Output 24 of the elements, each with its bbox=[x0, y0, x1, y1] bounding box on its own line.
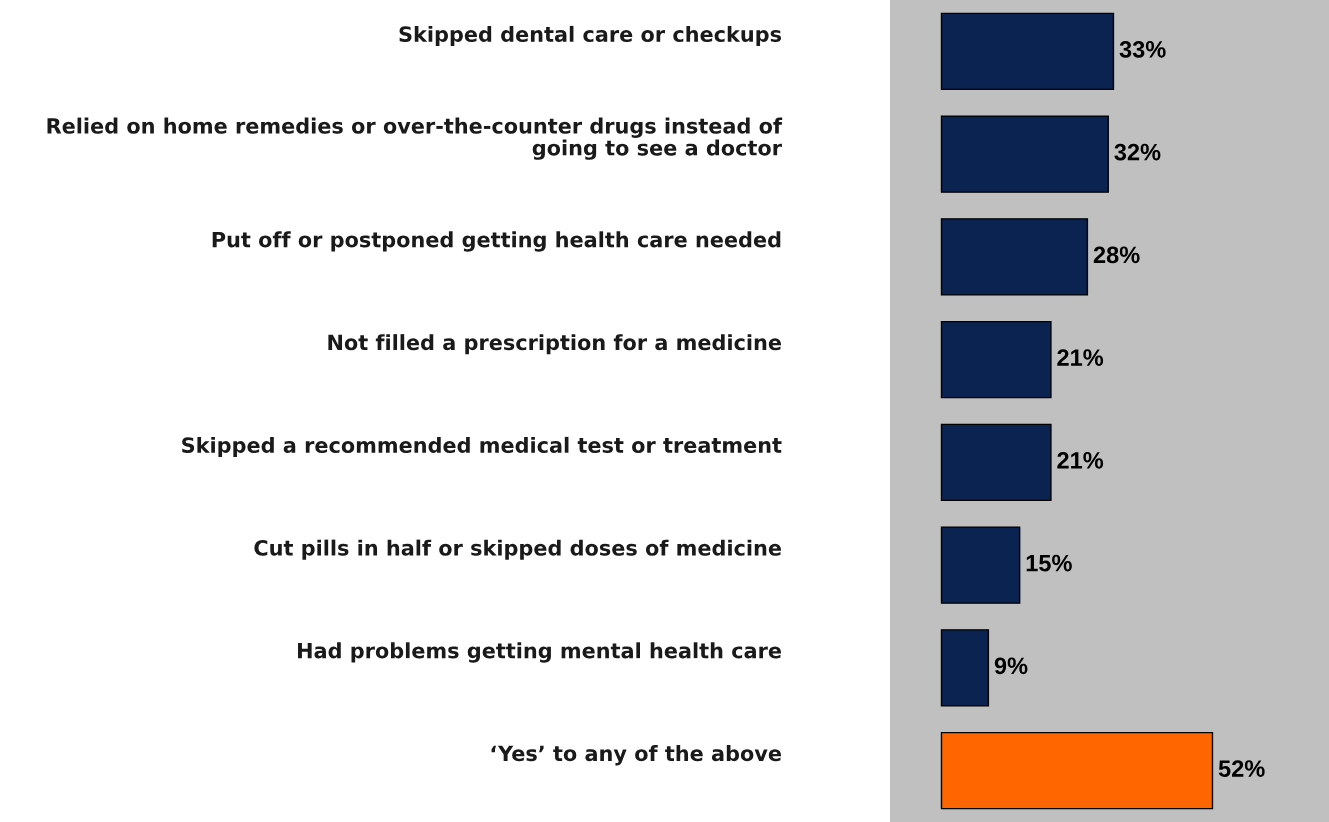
y-tick-label: Skipped dental care or checkups bbox=[399, 25, 782, 47]
data-label: 21% bbox=[1057, 349, 1104, 366]
data-label: 15% bbox=[1026, 554, 1072, 572]
data-label: 21% bbox=[1057, 451, 1104, 469]
bar bbox=[940, 731, 1214, 810]
bar bbox=[940, 12, 1115, 91]
y-tick-label: Not filled a prescription for a medicine bbox=[328, 334, 781, 355]
y-tick-label: Skipped a recommended medical test or treatment bbox=[182, 436, 782, 458]
y-tick-label: Relied on home remedies or over-the-counter drugs instead of going to see a doctor bbox=[47, 117, 783, 160]
y-tick-label: Cut pills in half or skipped doses of medicine bbox=[254, 539, 781, 560]
bar bbox=[940, 423, 1052, 502]
bar bbox=[940, 218, 1089, 296]
bar bbox=[940, 629, 990, 707]
data-label: 33% bbox=[1119, 40, 1166, 58]
data-label: 9% bbox=[994, 657, 1028, 675]
data-label: 28% bbox=[1093, 246, 1140, 264]
y-tick-label: Put off or postponed getting health care needed bbox=[212, 231, 781, 252]
bar bbox=[940, 115, 1109, 193]
bar bbox=[940, 320, 1052, 399]
y-tick-label: ‘Yes’ to any of the above bbox=[491, 745, 781, 766]
data-label: 52% bbox=[1218, 760, 1265, 777]
bar bbox=[940, 526, 1021, 604]
data-label: 32% bbox=[1114, 143, 1161, 161]
y-tick-label: Had problems getting mental health care bbox=[298, 642, 781, 663]
